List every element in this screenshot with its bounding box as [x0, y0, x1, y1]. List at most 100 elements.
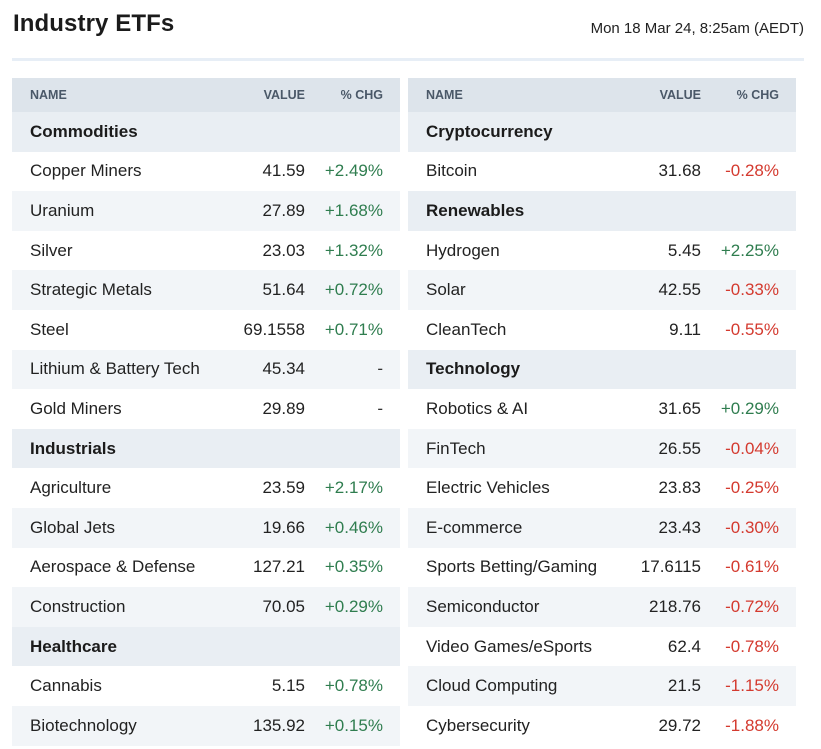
table-header: NAME VALUE % CHG: [408, 78, 796, 112]
etf-name-link[interactable]: Steel: [30, 319, 69, 339]
etf-value: 27.89: [262, 200, 305, 220]
etf-name-link[interactable]: Uranium: [30, 200, 95, 220]
category-row: Cryptocurrency: [408, 112, 796, 152]
etf-change: -0.78%: [725, 636, 779, 656]
category-label: Healthcare: [30, 636, 117, 656]
etf-name-link[interactable]: Hydrogen: [426, 240, 500, 260]
etf-row[interactable]: Uranium 27.89 +1.68%: [12, 191, 400, 231]
etf-value: 19.66: [262, 517, 305, 537]
etf-name-link[interactable]: E-commerce: [426, 517, 523, 537]
etf-row[interactable]: Biotechnology 135.92 +0.15%: [12, 705, 400, 746]
etf-row[interactable]: Sports Betting/Gaming 17.6115 -0.61%: [408, 548, 796, 588]
category-row: Healthcare: [12, 626, 400, 667]
etf-name-link[interactable]: Gold Miners: [30, 398, 122, 418]
column-header-name[interactable]: NAME: [30, 88, 67, 102]
column-header-chg[interactable]: % CHG: [340, 88, 383, 102]
etf-change: -0.30%: [725, 517, 779, 537]
etf-name-link[interactable]: Copper Miners: [30, 161, 142, 181]
etf-name-link[interactable]: Robotics & AI: [426, 398, 529, 418]
etf-table-right: NAME VALUE % CHG Cryptocurrency Bitcoin 31…: [408, 78, 796, 746]
etf-change: +0.72%: [324, 280, 383, 300]
etf-row[interactable]: Bitcoin 31.68 -0.28%: [408, 152, 796, 192]
table-header: NAME VALUE % CHG: [12, 78, 400, 112]
etf-row[interactable]: CleanTech 9.11 -0.55%: [408, 310, 796, 350]
etf-change: +0.78%: [324, 676, 383, 696]
etf-value: 23.59: [262, 478, 305, 498]
etf-row[interactable]: Copper Miners 41.59 +2.49%: [12, 152, 400, 192]
etf-row[interactable]: Cybersecurity 29.72 -1.88%: [408, 706, 796, 746]
etf-row[interactable]: Video Games/eSports 62.4 -0.78%: [408, 627, 796, 667]
etf-row[interactable]: Robotics & AI 31.65 +0.29%: [408, 389, 796, 429]
etf-row[interactable]: Lithium & Battery Tech 45.34 -: [12, 349, 400, 390]
etf-change: -0.04%: [725, 438, 779, 458]
etf-name-link[interactable]: Lithium & Battery Tech: [30, 359, 200, 379]
column-header-value[interactable]: VALUE: [263, 88, 305, 102]
etf-value: 29.89: [262, 398, 305, 418]
etf-value: 31.68: [658, 161, 701, 181]
etf-name-link[interactable]: Agriculture: [30, 478, 112, 498]
etf-change: -0.25%: [725, 478, 779, 498]
etf-row[interactable]: Cloud Computing 21.5 -1.15%: [408, 666, 796, 706]
etf-name-link[interactable]: Sports Betting/Gaming: [426, 557, 598, 577]
etf-change: -0.55%: [725, 319, 779, 339]
category-row: Technology: [408, 349, 796, 390]
etf-name-link[interactable]: Solar: [426, 280, 466, 300]
category-label: Technology: [426, 359, 521, 379]
timestamp: Mon 18 Mar 24, 8:25am (AEDT): [590, 20, 804, 37]
etf-row[interactable]: Cannabis 5.15 +0.78%: [12, 666, 400, 706]
etf-name-link[interactable]: Cannabis: [30, 676, 102, 696]
etf-row[interactable]: Steel 69.1558 +0.71%: [12, 310, 400, 350]
etf-name-link[interactable]: Bitcoin: [426, 161, 478, 181]
etf-name-link[interactable]: Biotechnology: [30, 715, 137, 735]
etf-change: -: [377, 359, 383, 379]
category-row: Commodities: [12, 112, 400, 152]
etf-value: 17.6115: [640, 557, 701, 577]
etf-name-link[interactable]: Aerospace & Defense: [30, 557, 196, 577]
etf-name-link[interactable]: FinTech: [426, 438, 486, 458]
etf-name-link[interactable]: Silver: [30, 240, 73, 260]
etf-change: +1.32%: [324, 240, 383, 260]
etf-name-link[interactable]: Global Jets: [30, 517, 116, 537]
etf-value: 23.83: [658, 478, 701, 498]
etf-name-link[interactable]: Video Games/eSports: [426, 636, 592, 656]
etf-row[interactable]: Global Jets 19.66 +0.46%: [12, 507, 400, 548]
table-body-right: Cryptocurrency Bitcoin 31.68 -0.28% Renewabl…: [408, 112, 796, 746]
etf-table-left: NAME VALUE % CHG Commodities Copper Miner…: [12, 78, 400, 746]
etf-row[interactable]: Semiconductor 218.76 -0.72%: [408, 587, 796, 627]
etf-row[interactable]: Silver 23.03 +1.32%: [12, 231, 400, 271]
etf-name-link[interactable]: Construction: [30, 596, 126, 616]
etf-name-link[interactable]: Cybersecurity: [426, 715, 530, 735]
etf-row[interactable]: FinTech 26.55 -0.04%: [408, 428, 796, 469]
etf-name-link[interactable]: CleanTech: [426, 319, 507, 339]
etf-name-link[interactable]: Electric Vehicles: [426, 478, 550, 498]
etf-value: 45.34: [262, 359, 305, 379]
page-title: Industry ETFs: [13, 10, 175, 37]
etf-row[interactable]: Strategic Metals 51.64 +0.72%: [12, 270, 400, 310]
etf-value: 62.4: [667, 636, 701, 656]
etf-row[interactable]: Gold Miners 29.89 -: [12, 389, 400, 429]
etf-row[interactable]: Aerospace & Defense 127.21 +0.35%: [12, 548, 400, 588]
etf-row[interactable]: E-commerce 23.43 -0.30%: [408, 507, 796, 548]
etf-value: 218.76: [649, 596, 701, 616]
etf-row[interactable]: Electric Vehicles 23.83 -0.25%: [408, 468, 796, 508]
table-body-left: Commodities Copper Miners 41.59 +2.49% Urani…: [12, 112, 400, 746]
etf-row[interactable]: Solar 42.55 -0.33%: [408, 270, 796, 310]
etf-name-link[interactable]: Semiconductor: [426, 596, 540, 616]
etf-row[interactable]: Construction 70.05 +0.29%: [12, 587, 400, 627]
etf-name-link[interactable]: Strategic Metals: [30, 280, 152, 300]
etf-value: 26.55: [658, 438, 701, 458]
etf-change: -0.28%: [725, 161, 779, 181]
category-label: Commodities: [30, 121, 138, 141]
column-header-chg[interactable]: % CHG: [736, 88, 779, 102]
etf-change: -1.88%: [725, 715, 779, 735]
column-header-name[interactable]: NAME: [426, 88, 463, 102]
etf-value: 42.55: [658, 280, 701, 300]
category-label: Renewables: [426, 200, 525, 220]
etf-change: +0.35%: [324, 557, 383, 577]
etf-row[interactable]: Agriculture 23.59 +2.17%: [12, 468, 400, 508]
etf-change: +0.46%: [324, 517, 383, 537]
etf-row[interactable]: Hydrogen 5.45 +2.25%: [408, 231, 796, 271]
etf-name-link[interactable]: Cloud Computing: [426, 676, 558, 696]
column-header-value[interactable]: VALUE: [659, 88, 701, 102]
etf-value: 5.15: [271, 676, 305, 696]
